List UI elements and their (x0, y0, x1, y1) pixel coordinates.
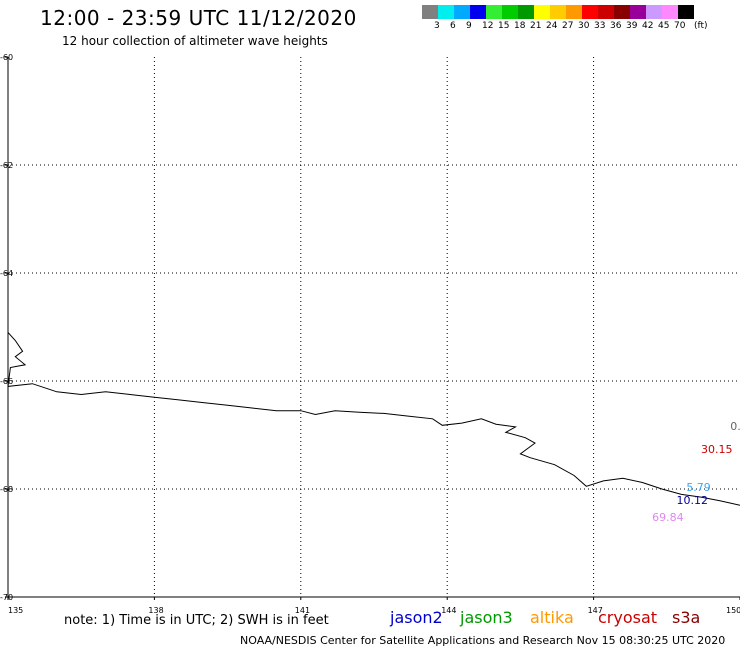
satellite-label: altika (530, 608, 574, 627)
legend-swatch (550, 5, 566, 19)
satellite-label: jason3 (460, 608, 513, 627)
legend-label: 9 (466, 21, 472, 31)
y-tick-label: -66 (0, 377, 13, 386)
wave-height-value: 69.84 (652, 510, 684, 524)
legend-swatch (470, 5, 486, 19)
legend-swatch (486, 5, 502, 19)
legend-swatch (598, 5, 614, 19)
x-tick-label: 150 (726, 606, 740, 615)
legend-label: 18 (514, 21, 526, 31)
x-tick-label: 135 (8, 606, 23, 615)
y-tick-label: -62 (0, 161, 13, 170)
legend-swatch (614, 5, 630, 19)
x-tick-label: 138 (148, 606, 163, 615)
legend-swatch (662, 5, 678, 19)
y-tick-label: -70 (0, 593, 13, 602)
legend-label: 33 (594, 21, 606, 31)
legend-swatch (646, 5, 662, 19)
x-tick-label: 141 (295, 606, 310, 615)
antarctic-coastline (7, 332, 740, 506)
legend-label: 24 (546, 21, 558, 31)
map-grid (8, 57, 740, 597)
legend-swatch (438, 5, 454, 19)
page-subtitle: 12 hour collection of altimeter wave hei… (62, 34, 328, 48)
legend-swatch (518, 5, 534, 19)
legend-label: 45 (658, 21, 670, 31)
axis-ticks: 135 138 141 144 147 150 -60 -62 -64 -66 -68 -70 (0, 53, 740, 615)
legend-label: 39 (626, 21, 638, 31)
legend-label: 36 (610, 21, 622, 31)
wave-height-value: 5.79 (686, 480, 711, 494)
map-frame (7, 57, 740, 598)
legend-swatch (454, 5, 470, 19)
legend-label: 27 (562, 21, 574, 31)
legend-swatch (534, 5, 550, 19)
y-tick-label: -64 (0, 269, 13, 278)
legend-unit: (ft) (694, 21, 708, 31)
satellite-label: cryosat (598, 608, 658, 627)
legend-label: 30 (578, 21, 590, 31)
x-tick-label: 144 (441, 606, 456, 615)
legend-label: 70 (674, 21, 686, 31)
legend-label: 21 (530, 21, 542, 31)
legend-label: 3 (434, 21, 440, 31)
legend-swatch (678, 5, 694, 19)
y-tick-label: -60 (0, 53, 13, 62)
legend-swatch (422, 5, 438, 19)
legend-swatch (582, 5, 598, 19)
legend-label: 6 (450, 21, 456, 31)
footer-note: note: 1) Time is in UTC; 2) SWH is in fe… (64, 613, 329, 628)
legend-label: 15 (498, 21, 510, 31)
wave-height-value: 30.15 (700, 442, 733, 456)
wave-height-value: 0.5 (730, 419, 740, 433)
legend-label: 42 (642, 21, 654, 31)
satellite-label: s3a (672, 608, 701, 627)
legend-swatch (630, 5, 646, 19)
x-tick-label: 147 (588, 606, 603, 615)
wave-height-value: 10.12 (676, 493, 709, 507)
color-scale-labels: 3 6 9 12 15 18 21 24 27 30 33 36 39 42 45 70 (ft) (422, 21, 740, 33)
credit-line: NOAA/NESDIS Center for Satellite Applica… (240, 634, 726, 647)
color-scale-legend (422, 5, 694, 19)
legend-swatch (566, 5, 582, 19)
page-title: 12:00 - 23:59 UTC 11/12/2020 (40, 6, 357, 30)
y-tick-label: -68 (0, 485, 13, 494)
legend-swatch (502, 5, 518, 19)
legend-label: 12 (482, 21, 494, 31)
satellite-label: jason2 (390, 608, 443, 627)
